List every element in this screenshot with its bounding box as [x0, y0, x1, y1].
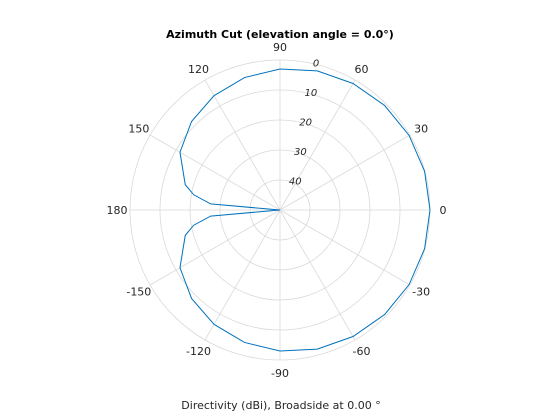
angle-tick-label: -30	[412, 286, 430, 299]
angle-tick-label: -90	[271, 367, 289, 380]
radial-tick-label: 20	[299, 117, 312, 128]
trace-layer	[179, 68, 431, 352]
radial-gridline	[189, 119, 371, 301]
angle-tick-label: -150	[126, 286, 151, 299]
radial-gridline	[159, 89, 401, 331]
angle-tick-label: 60	[355, 63, 369, 76]
angular-gridline	[149, 134, 281, 211]
angular-gridline	[279, 209, 411, 286]
radial-gridline	[219, 149, 341, 271]
angle-tick-label: 120	[188, 63, 209, 76]
chart-title: Azimuth Cut (elevation angle = 0.0°)	[166, 28, 394, 41]
x-axis-label: Directivity (dBi), Broadside at 0.00 °	[181, 399, 380, 412]
angle-tick-label: 180	[107, 204, 128, 217]
tick-labels: 0 30 60 90 120 150 180 -150 -120 -90 -60 -30 0 10 20 30…	[107, 41, 447, 380]
radial-tick-label: 30	[294, 147, 307, 158]
angle-tick-label: 150	[128, 123, 149, 136]
angular-gridline	[279, 209, 356, 341]
radial-tick-label: 0	[313, 58, 319, 69]
angular-gridline	[204, 79, 281, 211]
angular-gridline	[149, 209, 281, 286]
angle-tick-label: 30	[414, 123, 428, 136]
angular-gridline	[204, 209, 281, 341]
angle-tick-label: 90	[273, 41, 287, 54]
angular-gridline	[279, 134, 411, 211]
series-line	[179, 68, 431, 352]
radial-tick-label: 10	[304, 88, 317, 99]
radial-tick-label: 40	[289, 176, 302, 187]
radial-gridline	[249, 179, 311, 241]
angular-gridline	[279, 79, 356, 211]
angle-tick-label: -120	[186, 345, 211, 358]
angle-tick-label: 0	[440, 204, 447, 217]
angle-tick-label: -60	[353, 345, 371, 358]
